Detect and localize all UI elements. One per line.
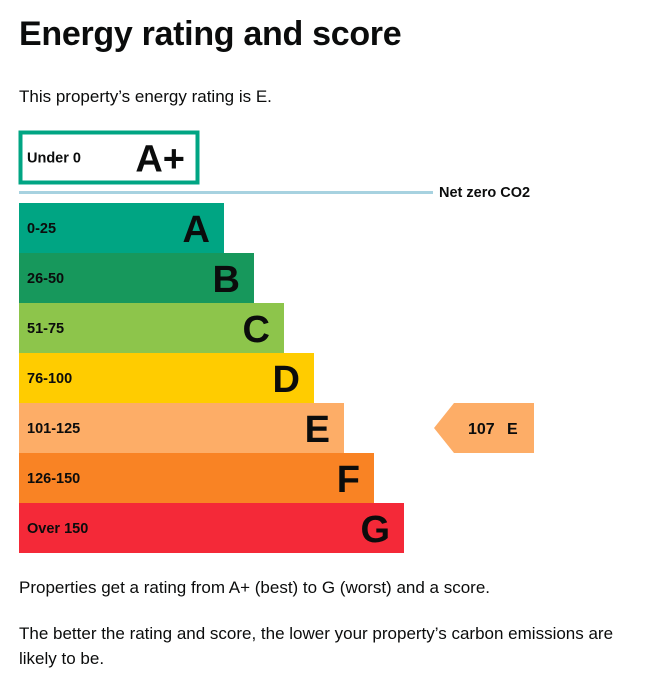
band-a-bar xyxy=(19,203,224,253)
band-c-range: 51-75 xyxy=(27,321,64,337)
energy-rating-chart: Under 0 A+ 0-25 A 26-50 B 51-75 C 76-100 D 101-125… xyxy=(18,130,534,553)
band-c-letter: C xyxy=(243,309,270,351)
band-a-range: 0-25 xyxy=(27,221,56,237)
current-rating-score: 107 xyxy=(468,421,495,438)
band-b-range: 26-50 xyxy=(27,271,64,287)
band-d-range: 76-100 xyxy=(27,371,72,387)
band-a-plus-letter: A+ xyxy=(135,139,185,181)
band-a-plus-outline xyxy=(18,130,200,185)
current-rating-arrow xyxy=(434,403,534,453)
band-f-letter: F xyxy=(337,459,360,501)
rating-explanation: Properties get a rating from A+ (best) t… xyxy=(19,578,491,597)
band-f-bar xyxy=(19,453,374,503)
band-c-bar xyxy=(19,303,284,353)
band-g-range: Over 150 xyxy=(27,521,88,537)
band-d-bar xyxy=(19,353,314,403)
band-d-letter: D xyxy=(273,359,300,401)
band-e-range: 101-125 xyxy=(27,421,80,437)
carbon-emissions-note: The better the rating and score, the low… xyxy=(19,624,614,668)
band-b-letter: B xyxy=(213,259,240,301)
energy-rating-summary: This property’s energy rating is E. xyxy=(19,87,272,106)
page-title: Energy rating and score xyxy=(19,15,402,53)
current-rating-letter: E xyxy=(507,421,518,438)
band-a-letter: A xyxy=(183,209,210,251)
band-a-plus-range: Under 0 xyxy=(27,151,81,167)
band-g-bar xyxy=(19,503,404,553)
net-zero-label: Net zero CO2 xyxy=(439,185,530,201)
band-e-letter: E xyxy=(305,409,330,451)
band-f-range: 126-150 xyxy=(27,471,80,487)
band-g-letter: G xyxy=(360,509,390,551)
band-e-bar xyxy=(19,403,344,453)
band-b-bar xyxy=(19,253,254,303)
